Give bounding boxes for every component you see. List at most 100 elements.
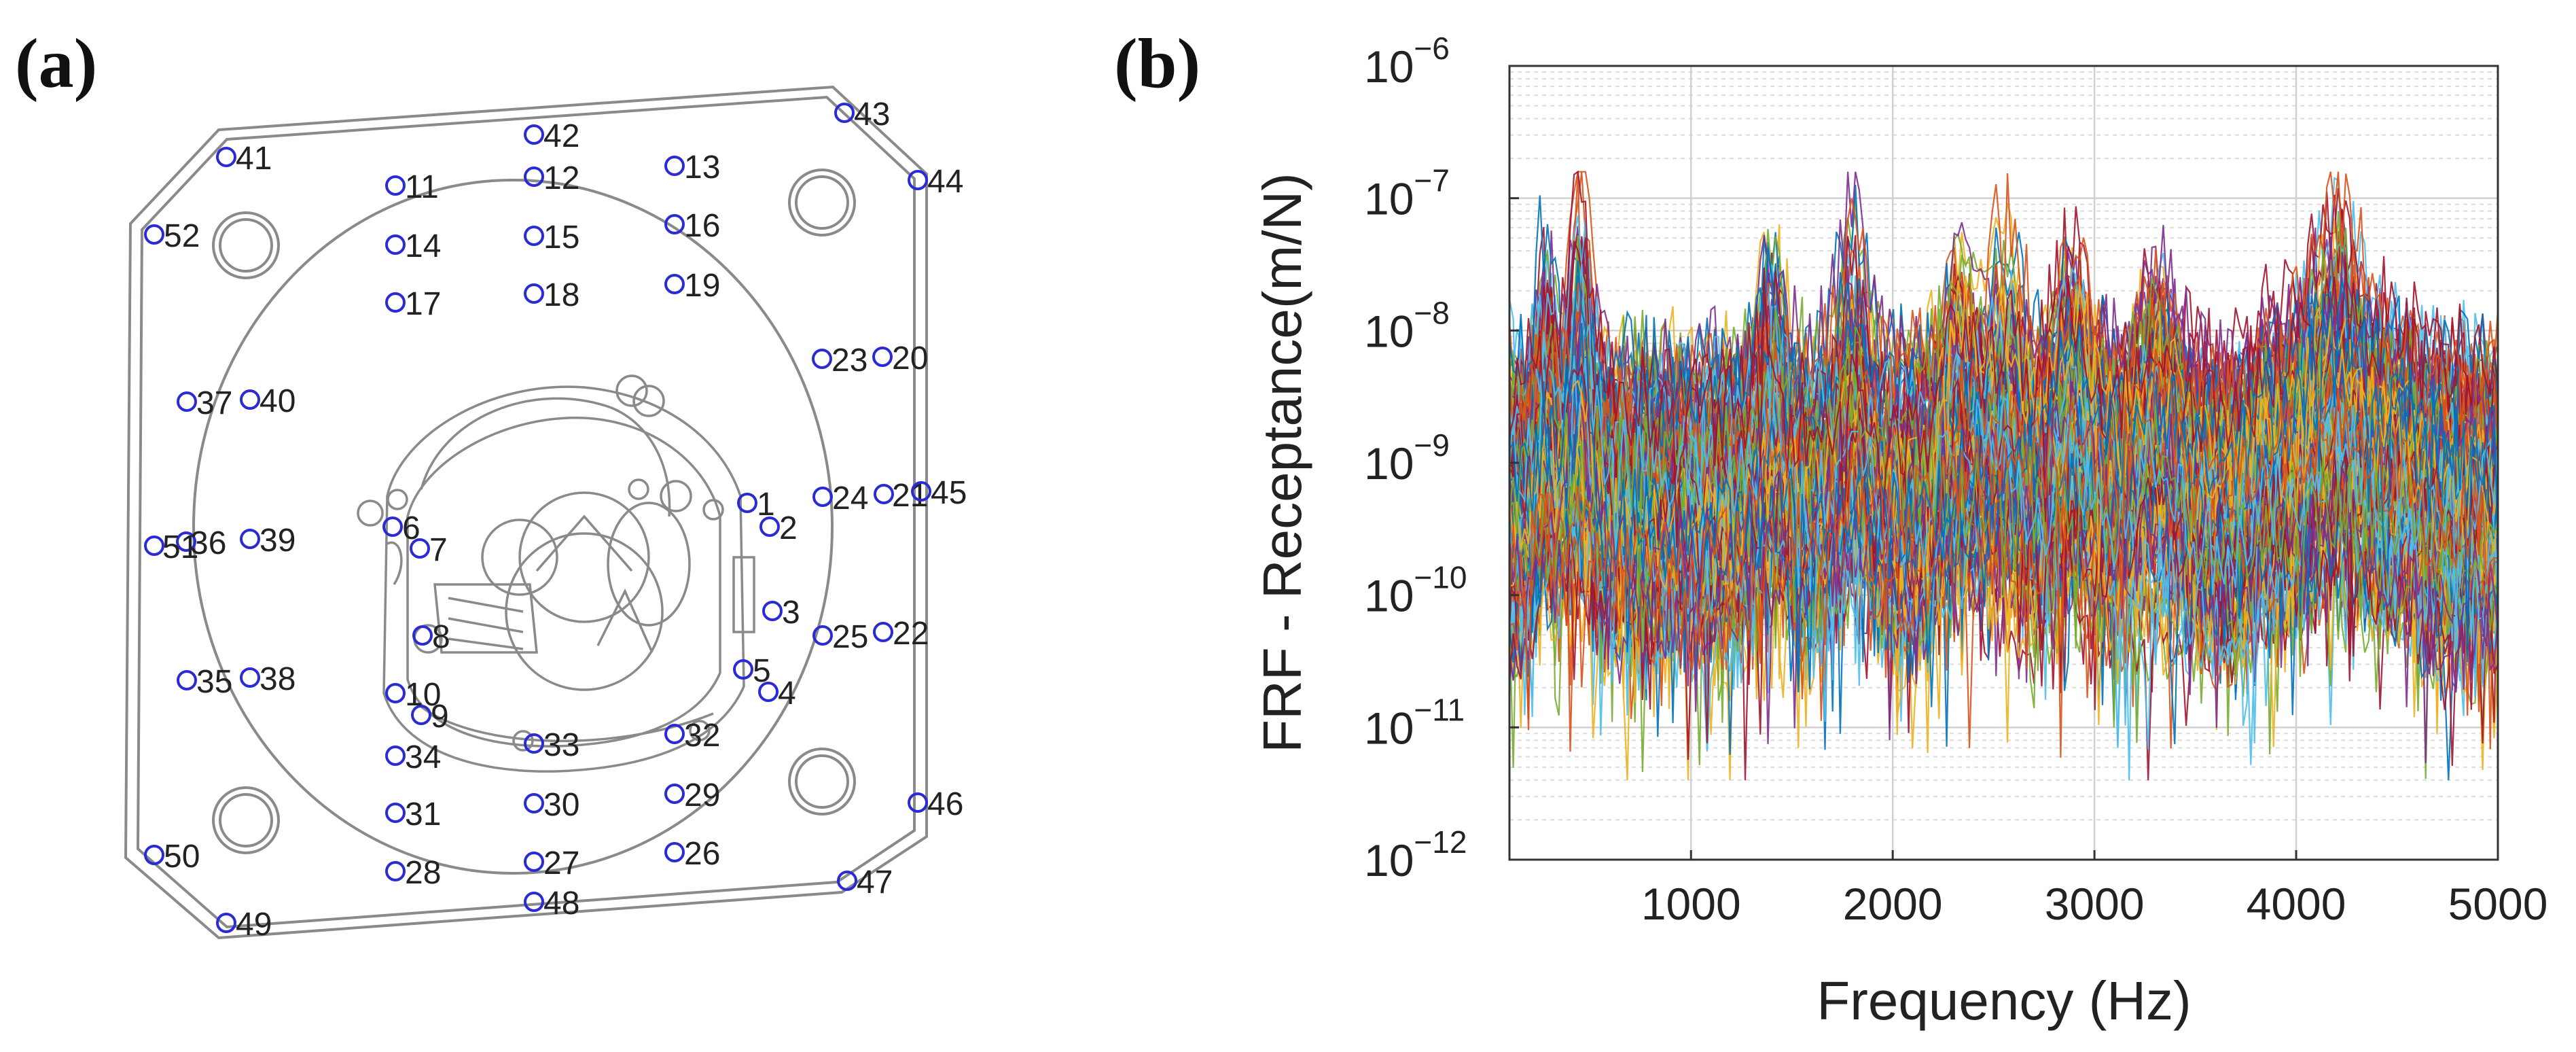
measurement-point-label: 20 [892, 340, 928, 376]
measurement-point-label: 46 [927, 786, 963, 822]
measurement-point-marker [176, 531, 196, 552]
measurement-point-label: 47 [857, 864, 893, 900]
corner-hole-bottom-right [788, 748, 856, 816]
measurement-point-marker [874, 484, 894, 504]
measurement-point: 25 [812, 619, 868, 655]
measurement-point-marker [664, 784, 685, 804]
measurement-point: 32 [664, 718, 720, 754]
measurement-point-label: 52 [164, 218, 200, 254]
measurement-point-label: 4 [778, 676, 796, 712]
measurement-point: 26 [664, 836, 720, 872]
measurement-point-label: 41 [236, 141, 272, 177]
measurement-point-label: 32 [684, 718, 720, 754]
measurement-point: 23 [812, 343, 867, 379]
measurement-point: 52 [144, 218, 200, 254]
y-tick-exponent: −6 [1414, 31, 1449, 66]
measurement-point-marker [524, 226, 544, 246]
measurement-point: 31 [385, 796, 441, 832]
y-tick-base: 10 [1364, 306, 1414, 356]
measurement-point-label: 11 [405, 169, 439, 205]
measurement-point-marker [144, 845, 164, 865]
measurement-point: 41 [216, 141, 272, 177]
measurement-point-label: 26 [684, 836, 720, 872]
measurement-point: 35 [177, 664, 232, 700]
measurement-point: 24 [812, 480, 868, 516]
measurement-point-label: 1 [757, 487, 775, 523]
y-tick-base: 10 [1364, 835, 1414, 886]
measurement-point-marker [812, 487, 833, 507]
measurement-point-marker [664, 214, 685, 234]
measurement-point-marker [216, 147, 236, 167]
measurement-point: 7 [410, 532, 448, 568]
measurement-point: 39 [240, 523, 296, 559]
corner-hole-top-right [788, 169, 856, 236]
measurement-point-marker [240, 389, 260, 410]
flange-circle [192, 179, 834, 875]
measurement-point: 36 [176, 525, 226, 561]
measurement-point: 14 [385, 228, 441, 264]
measurement-point-marker [908, 170, 928, 190]
measurement-point: 34 [385, 739, 441, 775]
measurement-point-marker [177, 670, 197, 690]
measurement-point-label: 24 [832, 480, 868, 516]
x-tick-label: 3000 [2045, 879, 2145, 929]
measurement-point: 1 [737, 487, 775, 523]
y-tick-base: 10 [1364, 438, 1414, 489]
y-tick-label: 10−6 [1364, 31, 1450, 92]
measurement-point-label: 51 [162, 529, 198, 565]
measurement-point: 5 [733, 653, 771, 689]
measurement-point: 16 [664, 208, 720, 244]
measurement-point-label: 16 [684, 208, 720, 244]
measurement-point: 44 [908, 164, 963, 200]
measurement-point: 43 [834, 97, 890, 133]
measurement-point-label: 34 [405, 739, 441, 775]
measurement-point-label: 3 [782, 595, 800, 631]
y-tick-base: 10 [1364, 571, 1414, 621]
measurement-point-label: 10 [405, 677, 441, 713]
measurement-point-label: 18 [543, 277, 579, 313]
measurement-point: 33 [524, 727, 579, 763]
y-tick-exponent: −11 [1414, 692, 1465, 727]
measurement-point-marker [837, 871, 857, 891]
x-tick-label: 2000 [1843, 879, 1943, 929]
measurement-point-marker [524, 166, 544, 187]
y-tick-label: 10−11 [1364, 692, 1465, 753]
measurement-point-marker [240, 529, 260, 549]
measurement-point-label: 48 [543, 886, 579, 922]
measurement-point-marker [385, 683, 406, 703]
measurement-point-marker [737, 493, 757, 513]
measurement-point: 29 [664, 777, 720, 813]
measurement-point-marker [759, 516, 780, 537]
measurement-point: 27 [524, 845, 579, 881]
measurement-point-label: 44 [927, 164, 963, 200]
measurement-point-marker [385, 234, 406, 255]
measurement-point: 47 [837, 864, 893, 900]
measurement-point-marker [385, 803, 406, 823]
y-tick-label: 10−8 [1364, 295, 1450, 356]
measurement-point-marker [144, 536, 164, 556]
measurement-point: 28 [385, 855, 441, 891]
measurement-point-label: 2 [779, 510, 798, 546]
measurement-point: 19 [664, 268, 720, 304]
measurement-point-label: 9 [431, 699, 449, 735]
measurement-point-label: 22 [893, 616, 929, 652]
measurement-point-marker [524, 892, 544, 912]
measurement-point-marker [385, 746, 406, 766]
measurement-point: 51 [144, 529, 198, 565]
measurement-point: 40 [240, 383, 296, 419]
measurement-point: 9 [411, 699, 449, 735]
measurement-point-marker [240, 667, 260, 688]
measurement-point-label: 13 [684, 150, 720, 186]
frf-series-line [1508, 264, 2499, 679]
measurement-point: 20 [872, 340, 928, 376]
measurement-point-marker [412, 625, 433, 646]
y-tick-label: 10−10 [1364, 560, 1467, 621]
plate-outline-inner [136, 95, 916, 929]
measurement-point-marker [385, 292, 406, 313]
measurement-point: 48 [524, 886, 579, 922]
measurement-point-marker [411, 705, 431, 725]
measurement-point-label: 30 [543, 787, 579, 823]
